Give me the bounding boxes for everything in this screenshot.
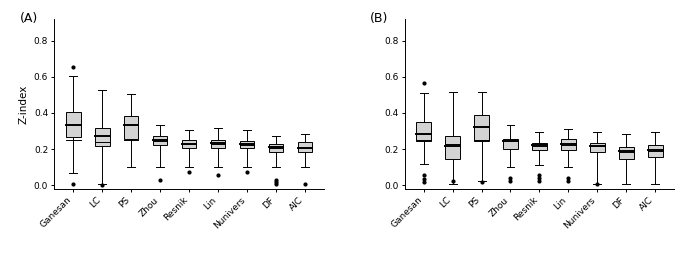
Bar <box>153 136 168 145</box>
Bar <box>445 136 460 158</box>
Bar <box>66 112 80 137</box>
Bar <box>561 139 575 150</box>
Bar <box>503 139 518 149</box>
Bar <box>124 116 138 139</box>
Text: (B): (B) <box>370 12 388 25</box>
Bar <box>474 115 489 140</box>
Bar <box>416 122 431 141</box>
Text: (A): (A) <box>20 12 37 25</box>
Bar <box>211 140 225 148</box>
Bar <box>240 140 255 148</box>
Bar <box>590 143 605 152</box>
Y-axis label: Z-index: Z-index <box>18 84 29 124</box>
Bar <box>533 143 547 150</box>
Bar <box>298 142 313 152</box>
Bar <box>619 147 633 159</box>
Bar <box>182 140 196 148</box>
Bar <box>269 144 283 152</box>
Bar <box>95 128 110 146</box>
Bar <box>648 145 663 157</box>
